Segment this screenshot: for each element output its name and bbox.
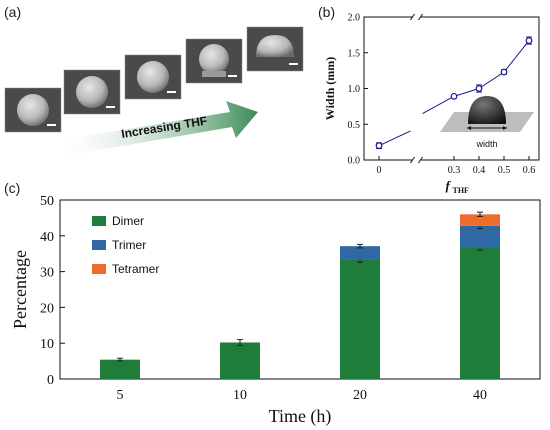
panel-a-sem-images: Increasing THF bbox=[4, 26, 304, 156]
y-tick-label: 10 bbox=[40, 337, 54, 352]
x-tick-label: 0.5 bbox=[498, 165, 511, 176]
data-point bbox=[475, 85, 483, 92]
y-tick-label: 0.5 bbox=[348, 120, 361, 131]
legend: Dimer Trimer Tetramer bbox=[92, 214, 159, 276]
sem-image-1 bbox=[4, 87, 62, 133]
data-point bbox=[500, 68, 508, 76]
inset-arrow-head bbox=[467, 126, 471, 130]
panel-label-c: (c) bbox=[4, 180, 21, 196]
plot-frame bbox=[59, 199, 541, 380]
y-axis-label: Percentage bbox=[10, 250, 30, 329]
x-axis-label: Time (h) bbox=[269, 406, 332, 427]
y-tick-label: 0 bbox=[47, 373, 54, 388]
bar-dimer bbox=[340, 259, 380, 379]
series-line-segment bbox=[422, 95, 455, 114]
particle-sphere bbox=[199, 44, 229, 74]
y-tick-label: 50 bbox=[40, 194, 54, 209]
data-point bbox=[525, 37, 533, 44]
panel-label-a: (a) bbox=[4, 4, 22, 20]
y-tick-label: 2.0 bbox=[348, 13, 361, 24]
bar-tetramer bbox=[460, 214, 500, 226]
increasing-thf-arrow bbox=[62, 101, 258, 156]
legend-swatch-trimer bbox=[92, 240, 106, 250]
series-line-segment bbox=[453, 88, 480, 97]
x-axis-label-subscript: THF bbox=[453, 186, 470, 195]
series-line-segment bbox=[478, 71, 505, 89]
particle-sphere bbox=[17, 94, 49, 126]
axis-break-mark bbox=[410, 156, 415, 164]
particle-sphere bbox=[137, 61, 169, 93]
inset-arrow-head bbox=[503, 126, 507, 130]
legend-label-tetramer: Tetramer bbox=[112, 262, 159, 276]
y-tick-label: 30 bbox=[40, 266, 54, 281]
bar-dimer bbox=[220, 342, 260, 379]
axis-break-gap bbox=[412, 14, 421, 20]
axis-break-mark bbox=[418, 13, 423, 21]
inset-label: width bbox=[475, 139, 497, 149]
x-tick-label: 10 bbox=[233, 388, 247, 403]
panel-b-width-chart: 0.0 0.5 1.0 1.5 2.0 0 0.3 0.4 0.5 0.6 f THF Width (m… bbox=[323, 13, 540, 195]
plot-frame bbox=[363, 16, 540, 161]
scale-bar bbox=[47, 124, 56, 126]
y-tick-label: 1.5 bbox=[348, 48, 361, 59]
particle-sphere bbox=[76, 76, 108, 108]
sem-image-2 bbox=[63, 69, 121, 115]
panel-label-b: (b) bbox=[318, 4, 336, 20]
y-tick-label: 20 bbox=[40, 301, 54, 316]
legend-label-trimer: Trimer bbox=[112, 238, 146, 252]
sem-image-3 bbox=[124, 54, 182, 100]
legend-swatch-dimer bbox=[92, 216, 106, 226]
legend-swatch-tetramer bbox=[92, 264, 106, 274]
axis-break-mark bbox=[418, 156, 423, 164]
bar-trimer bbox=[460, 225, 500, 248]
y-tick-label: 0.0 bbox=[348, 156, 361, 167]
x-tick-label: 20 bbox=[353, 388, 367, 403]
x-tick-label: 0 bbox=[377, 165, 382, 176]
scale-bar bbox=[167, 91, 176, 93]
x-axis-label: f bbox=[446, 178, 452, 193]
bar-dimer bbox=[460, 247, 500, 379]
scale-bar bbox=[106, 106, 115, 108]
legend-label-dimer: Dimer bbox=[112, 214, 144, 228]
axis-break-mark bbox=[410, 13, 415, 21]
particle-dome bbox=[256, 35, 294, 57]
x-tick-label: 0.6 bbox=[523, 165, 536, 176]
data-point bbox=[450, 92, 458, 100]
bar-dimer bbox=[100, 359, 140, 379]
sem-image-4 bbox=[185, 38, 243, 84]
data-point bbox=[375, 142, 383, 150]
sem-image-5 bbox=[246, 26, 304, 72]
y-tick-label: 40 bbox=[40, 230, 54, 245]
series-line-segment bbox=[378, 130, 411, 147]
x-tick-label: 0.4 bbox=[473, 165, 486, 176]
inset-droplet bbox=[468, 96, 506, 124]
y-axis-label: Width (mm) bbox=[323, 57, 337, 120]
x-tick-label: 5 bbox=[117, 388, 124, 403]
bar-trimer bbox=[340, 246, 380, 260]
x-tick-label: 0.3 bbox=[448, 165, 461, 176]
panel-c-percentage-chart: 0 10 20 30 40 50 Percentage Time (h) 5 10 20 40 Dime… bbox=[10, 194, 541, 427]
x-tick-label: 40 bbox=[473, 388, 487, 403]
y-tick-label: 1.0 bbox=[348, 84, 361, 95]
scale-bar bbox=[289, 63, 298, 65]
series-line-segment bbox=[503, 40, 530, 73]
inset-width-illustration: width bbox=[440, 96, 534, 149]
scale-bar bbox=[228, 75, 237, 77]
axis-break-gap bbox=[412, 157, 421, 163]
particle-base bbox=[202, 71, 226, 77]
